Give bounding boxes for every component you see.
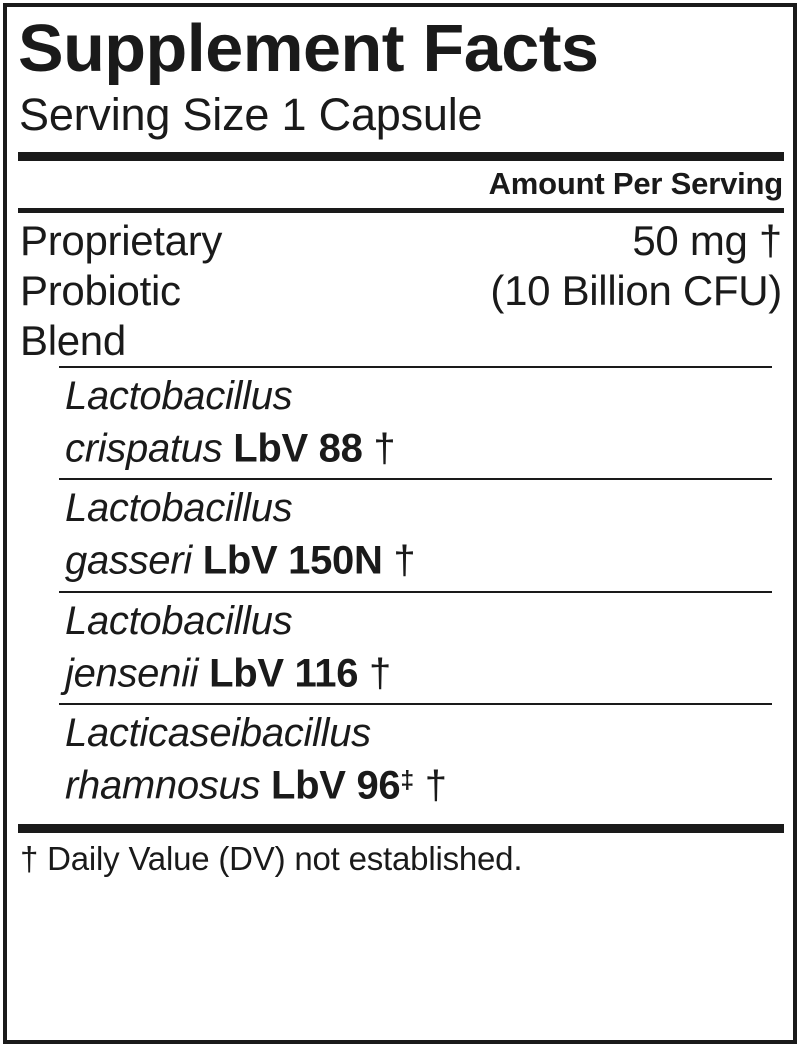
dagger-icon: † [393,538,416,583]
ingredient-text: Lactobacillus gasseri LbV 150N † [18,480,784,590]
divider-thin [59,366,772,368]
species-name-line-1: Lactobacillus [65,598,293,643]
divider-thin [59,478,772,481]
page-title: Supplement Facts [18,11,599,86]
divider-thin [59,703,772,706]
list-item: Lactobacillus crispatus LbV 88 † [18,366,784,478]
blend-amount-value: 50 mg † [632,217,782,264]
divider-thick-top [18,152,784,161]
divider-medium [18,208,784,213]
strain-code: LbV 96 [271,763,401,808]
proprietary-blend-block: Proprietary 50 mg † Probiotic (10 Billio… [18,213,784,366]
list-item: Lactobacillus jensenii LbV 116 † [18,590,784,703]
species-name-line-1: Lacticaseibacillus [65,711,371,756]
ingredient-list: Lactobacillus crispatus LbV 88 † Lactoba… [18,366,784,816]
strain-code: LbV 116 [209,651,359,696]
ingredient-text: Lactobacillus crispatus LbV 88 † [18,368,784,478]
ingredient-text: Lactobacillus jensenii LbV 116 † [18,593,784,703]
divider-thin [59,590,772,593]
blend-row-amount: Proprietary 50 mg † [18,216,784,266]
species-name-line-2: rhamnosus [65,763,261,808]
ingredient-text: Lacticaseibacillus rhamnosus LbV 96‡ † [18,705,784,815]
dagger-icon: † [424,763,447,808]
species-name-line-2: crispatus [65,426,223,471]
dagger-icon: † [373,426,396,471]
list-item: Lactobacillus gasseri LbV 150N † [18,478,784,590]
species-name-line-2: jensenii [65,651,199,696]
blend-name-line-3: Blend [20,317,126,364]
amount-per-serving-header: Amount Per Serving [488,166,784,201]
blend-row-cfu: Probiotic (10 Billion CFU) [18,266,784,316]
species-name-line-1: Lactobacillus [65,374,293,418]
supplement-facts-panel: Supplement Facts Serving Size 1 Capsule … [3,3,797,1044]
serving-size-text: Serving Size 1 Capsule [19,89,483,140]
species-name-line-2: gasseri [65,538,192,583]
supplement-facts-content: Supplement Facts Serving Size 1 Capsule … [7,7,793,1040]
list-item: Lacticaseibacillus rhamnosus LbV 96‡ † [18,703,784,815]
strain-superscript: ‡ [400,767,414,795]
divider-thick-bottom [18,823,784,833]
blend-name-line-1: Proprietary [20,217,223,264]
blend-cfu-value: (10 Billion CFU) [490,267,782,314]
strain-code: LbV 150N [202,538,383,583]
daily-value-footnote: † Daily Value (DV) not established. [20,839,523,877]
species-name-line-1: Lactobacillus [65,486,293,531]
strain-code: LbV 88 [233,426,363,471]
dagger-icon: † [369,651,391,696]
blend-name-line-2: Probiotic [20,267,181,314]
